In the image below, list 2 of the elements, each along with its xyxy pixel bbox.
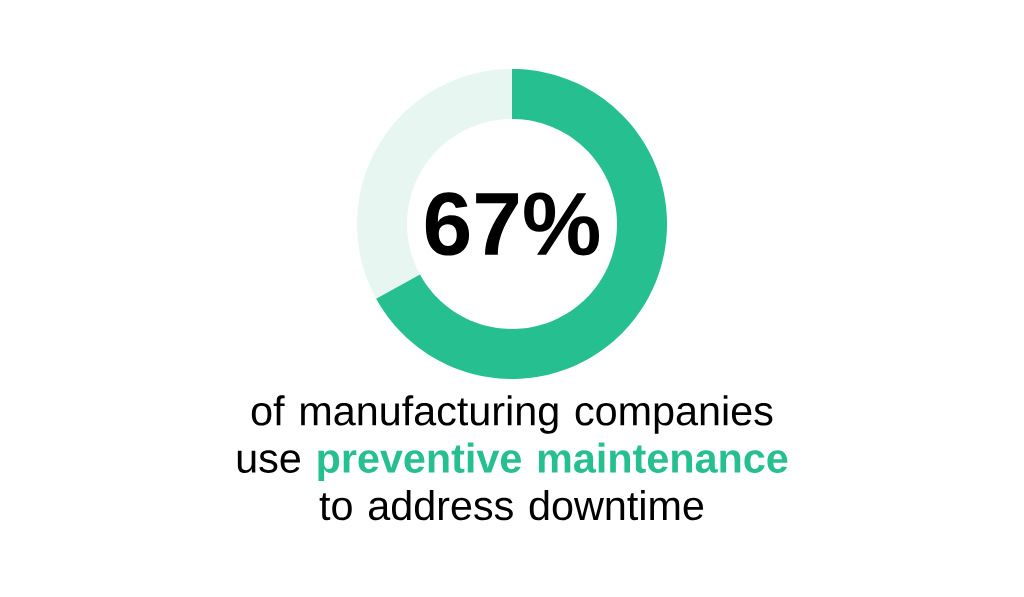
text: of manufacturing companies use preventive maintenance to address downtime (237, 395, 788, 521)
data-label: 67% (425, 192, 600, 256)
